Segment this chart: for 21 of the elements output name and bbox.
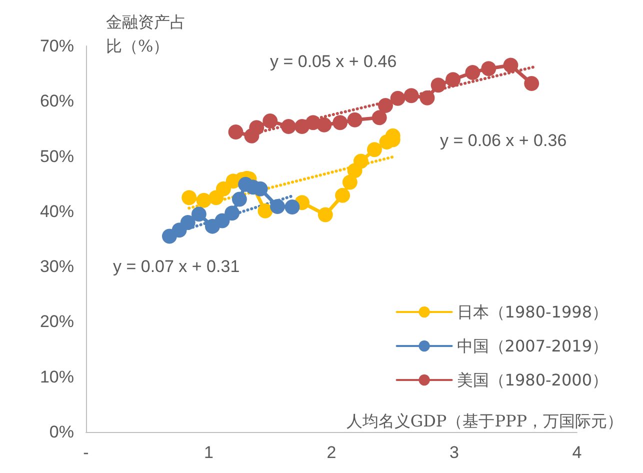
annotation: y = 0.06 x + 0.36 [440,131,567,150]
annotation: y = 0.05 x + 0.46 [270,52,397,71]
y-tick-label: 10% [40,367,74,386]
y-tick-label: 0% [49,422,74,442]
legend-label: 中国（2007-2019） [456,336,608,356]
y-tick-label: 50% [40,146,74,166]
annotation: y = 0.07 x + 0.31 [113,257,240,276]
x-tick-label: 4 [572,443,582,462]
y-tick-label: 70% [40,36,74,56]
y-tick-label: 40% [40,202,74,221]
x-tick-label: 3 [450,443,459,462]
x-tick-label: - [83,443,89,462]
x-tick-label: 1 [204,443,214,462]
x-axis-title: 人均名义GDP（基于PPP，万国际元） [346,412,623,430]
y-tick-label: 30% [40,257,74,276]
legend-label: 日本（1980-1998） [456,302,608,322]
y-axis-title: 金融资产占比（%） [106,12,186,56]
x-tick-label: 2 [326,443,336,462]
legend-label: 美国（1980-2000） [456,370,608,390]
y-tick-label: 20% [40,312,74,332]
y-tick-label: 60% [40,92,74,111]
